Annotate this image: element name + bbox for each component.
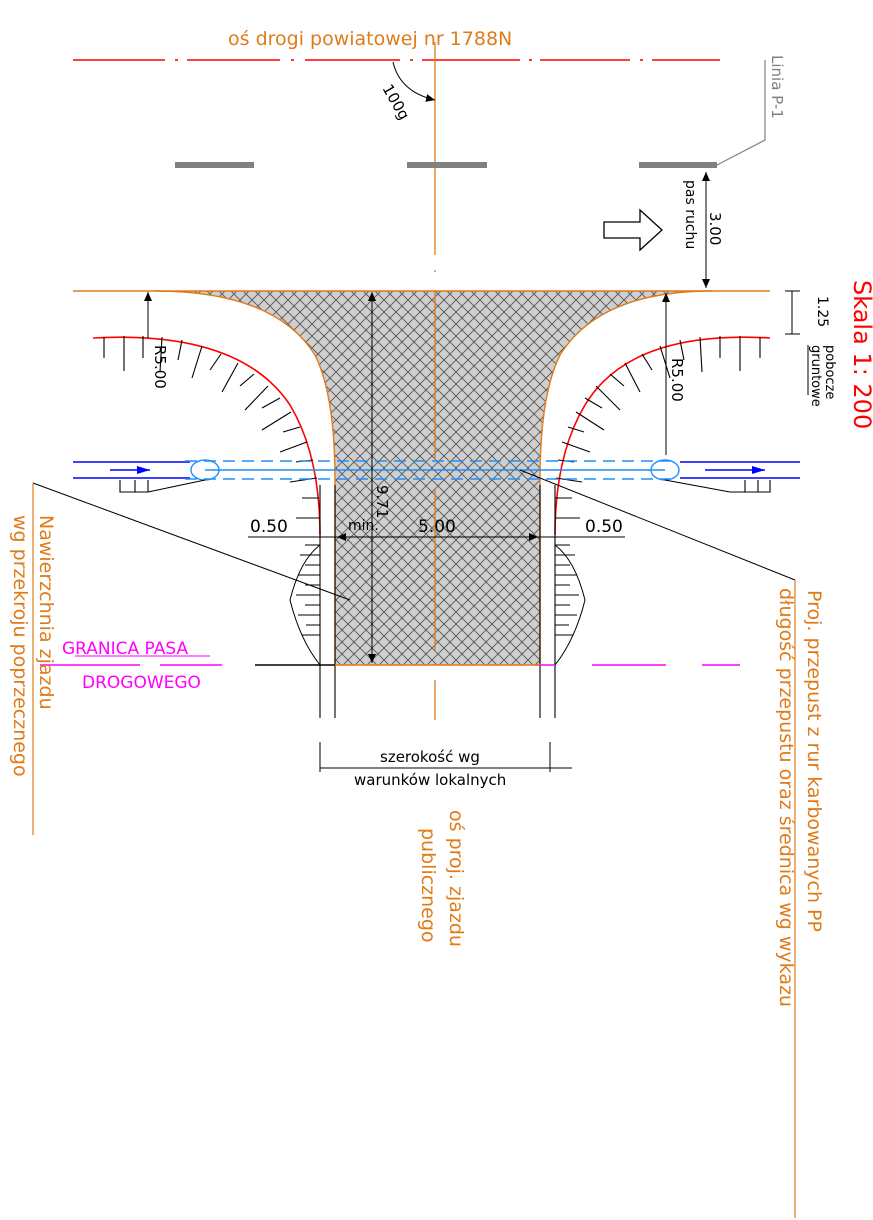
border-label-a: GRANICA PASA: [62, 639, 188, 659]
radius-left-label: R5.00: [151, 345, 169, 389]
driveway-edge-left: [154, 290, 336, 665]
shoulder-curve-right: [554, 336, 771, 536]
driveway-edge-right: [539, 290, 713, 665]
angle-arc: [392, 61, 436, 102]
direction-arrow-icon: [603, 208, 663, 252]
shoulder-width-label: 1.25: [814, 296, 830, 327]
slope-ticks-left: [103, 336, 320, 519]
offset-left-label: 0.50: [250, 517, 288, 537]
culvert-leader: [519, 469, 796, 581]
line-p1-leader: [716, 60, 766, 166]
border-label-b: DROGOWEGO: [82, 673, 201, 693]
min-label: min.: [348, 518, 379, 534]
driveway-surface: [155, 291, 712, 665]
culvert-label-b: długość przepustu oraz średnica wg wykaz…: [775, 588, 797, 1007]
local-width-label-a: szerokość wg: [380, 748, 480, 766]
surface-label-b: wg przekroju poprzecznego: [9, 515, 31, 777]
ditch-lines: [73, 461, 800, 479]
culvert: [185, 459, 680, 481]
surface-leader: [32, 482, 351, 601]
length-label: 9.71: [373, 485, 391, 518]
shoulder-label-a: pobocze: [822, 345, 837, 399]
scale-label: Skala 1: 200: [848, 280, 873, 429]
lane-label: pas ruchu: [682, 180, 698, 249]
radius-right-label: R5.00: [668, 358, 686, 402]
local-width-label-b: warunków lokalnych: [354, 771, 506, 789]
shoulder-curve-left: [92, 336, 321, 536]
shoulder-label-b: gruntowe: [808, 345, 823, 407]
culvert-label-a: Proj. przepust z rur karbowanych PP: [803, 590, 825, 932]
lane-width-label: 3.00: [706, 212, 724, 245]
driveway-axis-label-b: publicznego: [417, 828, 439, 943]
offset-right-label: 0.50: [585, 517, 623, 537]
driveway-axis-label-a: oś proj. zjazdu: [445, 810, 467, 947]
slope-ticks-right: [555, 336, 761, 519]
line-p1-label: Linia P-1: [768, 55, 786, 119]
road-axis-label: oś drogi powiatowej nr 1788N: [228, 28, 512, 50]
surface-label-a: Nawierzchnia zjazdu: [35, 515, 57, 710]
width-label: 5.00: [418, 517, 456, 537]
